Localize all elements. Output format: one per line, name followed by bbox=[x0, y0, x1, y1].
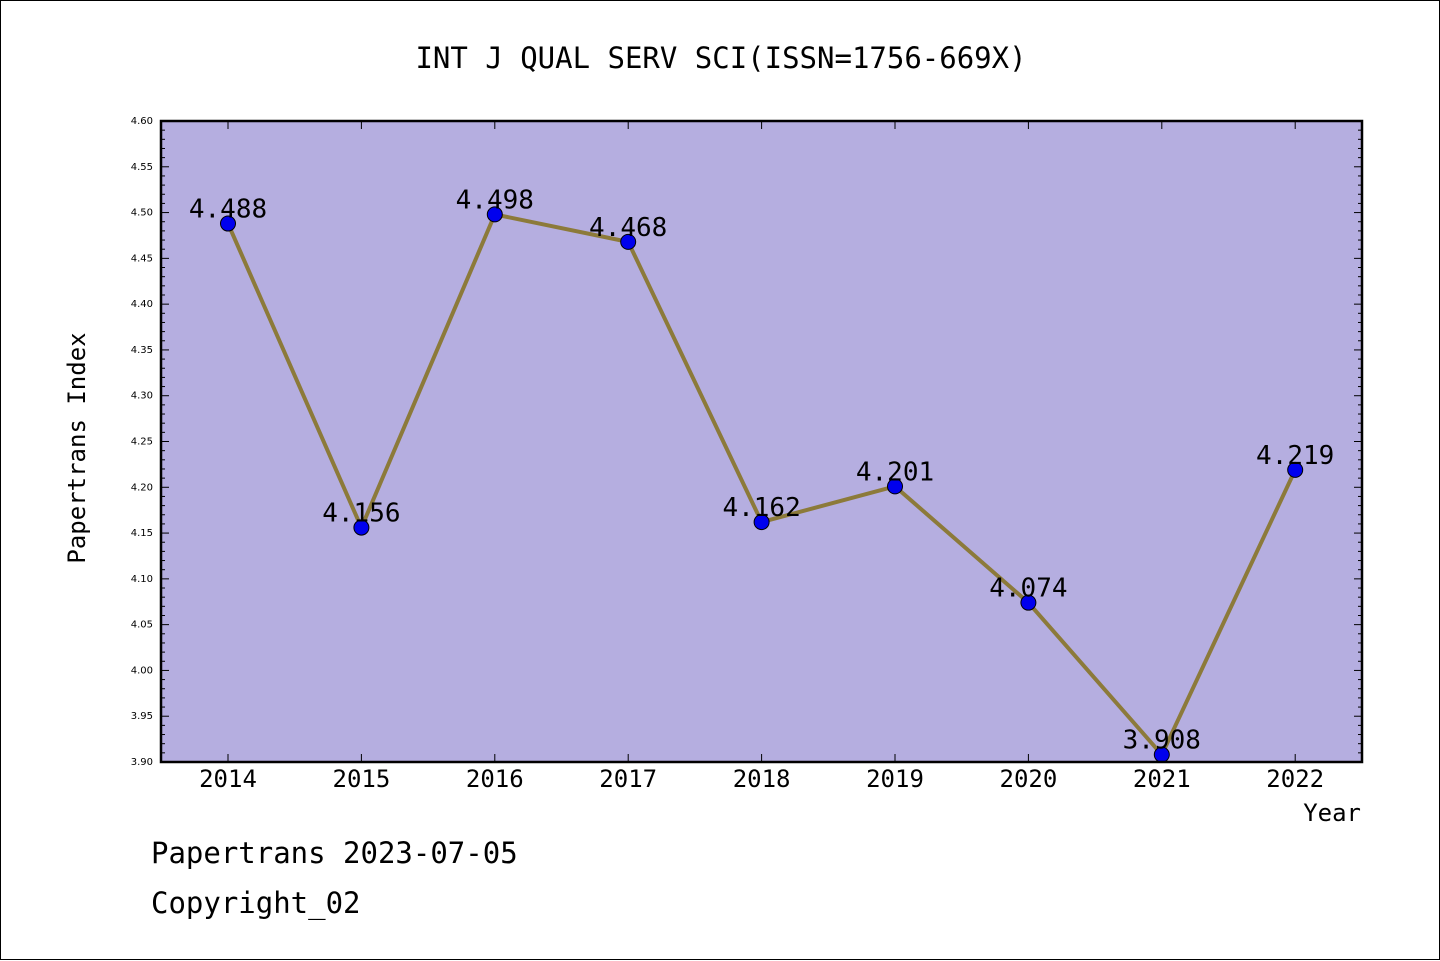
data-point bbox=[486, 206, 503, 223]
y-tick-label: 4.25 bbox=[131, 437, 153, 448]
data-point bbox=[887, 478, 903, 495]
data-point bbox=[620, 233, 637, 250]
data-label: 4.156 bbox=[322, 499, 400, 529]
x-tick-label: 2017 bbox=[599, 765, 657, 793]
data-label: 4.074 bbox=[989, 574, 1067, 604]
plot-area bbox=[161, 121, 1362, 762]
x-tick-label: 2020 bbox=[1000, 765, 1058, 793]
y-tick-label: 4.10 bbox=[131, 574, 153, 585]
y-tick-label: 4.45 bbox=[131, 253, 153, 264]
x-tick-label: 2016 bbox=[466, 765, 524, 793]
x-tick-label: 2014 bbox=[199, 765, 257, 793]
data-point bbox=[1287, 461, 1304, 478]
chart-title: INT J QUAL SERV SCI(ISSN=1756-669X) bbox=[415, 41, 1026, 75]
data-label: 4.468 bbox=[589, 213, 667, 243]
y-tick-label: 4.05 bbox=[131, 620, 153, 631]
plot-border bbox=[159, 119, 1364, 764]
data-label: 4.488 bbox=[189, 195, 267, 225]
data-point bbox=[353, 519, 370, 536]
x-tick-label: 2021 bbox=[1133, 765, 1191, 793]
data-label: 4.201 bbox=[856, 457, 934, 487]
x-tick-label: 2015 bbox=[333, 765, 391, 793]
footer-date: Papertrans 2023-07-05 bbox=[151, 836, 518, 870]
x-tick-label: 2022 bbox=[1266, 765, 1324, 793]
y-tick-label: 4.15 bbox=[131, 528, 153, 539]
data-point bbox=[753, 514, 770, 531]
x-axis-label: Year bbox=[1303, 799, 1361, 827]
y-tick-label: 4.60 bbox=[131, 116, 153, 127]
y-tick-label: 4.35 bbox=[131, 345, 153, 356]
x-tick-label: 2018 bbox=[733, 765, 791, 793]
data-label: 4.498 bbox=[456, 185, 534, 215]
data-label: 4.162 bbox=[722, 493, 800, 523]
data-label: 4.219 bbox=[1256, 441, 1334, 471]
data-label: 3.908 bbox=[1123, 726, 1201, 756]
y-tick-label: 4.30 bbox=[131, 391, 153, 402]
y-tick-label: 4.55 bbox=[131, 162, 153, 173]
y-axis-label: Papertrans Index bbox=[63, 332, 91, 563]
y-tick-label: 4.00 bbox=[131, 665, 153, 676]
data-point bbox=[220, 215, 236, 232]
y-tick-label: 3.90 bbox=[131, 757, 153, 768]
footer-copyright: Copyright_02 bbox=[151, 886, 361, 920]
y-tick-label: 4.50 bbox=[131, 208, 153, 219]
y-tick-label: 4.20 bbox=[131, 482, 153, 493]
y-tick-label: 4.40 bbox=[131, 299, 153, 310]
data-point bbox=[1020, 594, 1037, 611]
y-tick-label: 3.95 bbox=[131, 711, 153, 722]
x-tick-label: 2019 bbox=[866, 765, 924, 793]
